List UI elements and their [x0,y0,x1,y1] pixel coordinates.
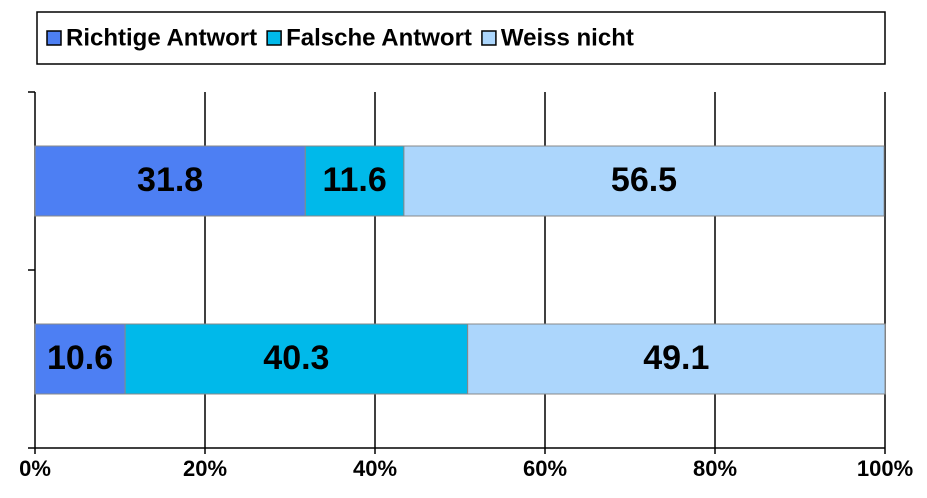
data-label: 10.6 [47,339,113,377]
data-label: 31.8 [137,161,203,199]
legend-swatch [266,30,282,46]
data-label: 56.5 [611,161,677,199]
data-label: 49.1 [643,339,709,377]
bar-segment [34,323,126,395]
bar-segment [403,145,885,217]
legend-box [36,11,886,65]
legend-swatch [46,30,62,46]
data-label: 40.3 [263,339,329,377]
x-tick-label: 80% [693,456,737,481]
x-tick-label: 40% [353,456,397,481]
x-tick-label: 0% [19,456,51,481]
legend-label: Weiss nicht [501,24,634,51]
legend-label: Falsche Antwort [286,24,472,51]
legend-label: Richtige Antwort [66,24,257,51]
x-tick-label: 100% [857,456,913,481]
legend-swatch [481,30,497,46]
bar-segment [34,145,306,217]
x-tick-label: 60% [523,456,567,481]
data-label: 11.6 [322,161,386,199]
bar-segment [467,323,886,395]
x-tick-label: 20% [183,456,227,481]
bar-segment [124,323,469,395]
bar-segment [304,145,405,217]
